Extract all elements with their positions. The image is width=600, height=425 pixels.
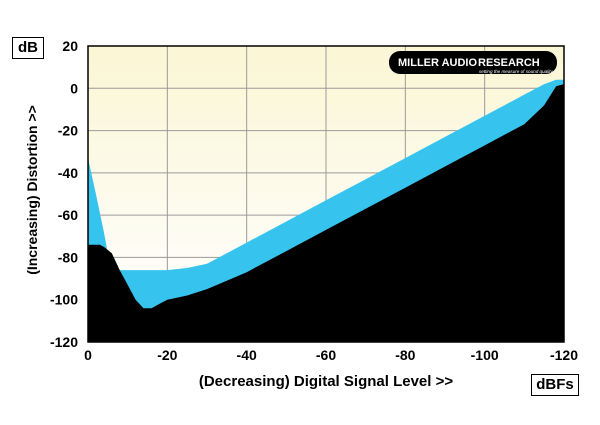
x-tick-label: -80 xyxy=(395,347,415,363)
y-tick-labels: 20 0 -20 -40 -60 -80 -100 -120 xyxy=(50,38,78,350)
y-tick-label: -120 xyxy=(50,334,78,350)
y-unit-label: dB xyxy=(12,37,44,59)
series-group xyxy=(88,79,564,343)
x-tick-label: -60 xyxy=(316,347,336,363)
y-tick-label: 0 xyxy=(70,80,78,96)
y-axis-label-wrap: (Increasing) Distortion >> xyxy=(20,80,44,300)
x-tick-label: 0 xyxy=(84,347,92,363)
logo-tagline: setting the measure of sound quality xyxy=(479,69,554,74)
y-axis-label: (Increasing) Distortion >> xyxy=(24,105,40,275)
series-noise-floor xyxy=(88,84,564,342)
x-tick-label: -20 xyxy=(157,347,177,363)
logo-text-left: MILLER AUDIO xyxy=(398,57,477,69)
y-tick-label: -100 xyxy=(50,292,78,308)
logo-text-right: RESEARCH xyxy=(478,57,540,69)
plot-frame xyxy=(87,45,565,343)
y-tick-label: -40 xyxy=(58,165,78,181)
x-tick-label: -40 xyxy=(237,347,257,363)
logo-background xyxy=(389,51,557,74)
y-tick-label: 20 xyxy=(62,38,78,54)
x-unit-label: dBFs xyxy=(531,374,579,396)
x-tick-label: -100 xyxy=(471,347,499,363)
logo: MILLER AUDIO RESEARCH setting the measur… xyxy=(389,51,557,74)
y-tick-label: -60 xyxy=(58,207,78,223)
x-axis-label: (Decreasing) Digital Signal Level >> xyxy=(198,373,454,390)
y-tick-label: -20 xyxy=(58,123,78,139)
y-tick-label: -80 xyxy=(58,249,78,265)
x-tick-labels: 0 -20 -40 -60 -80 -100 -120 xyxy=(84,347,578,363)
x-tick-label: -120 xyxy=(550,347,578,363)
